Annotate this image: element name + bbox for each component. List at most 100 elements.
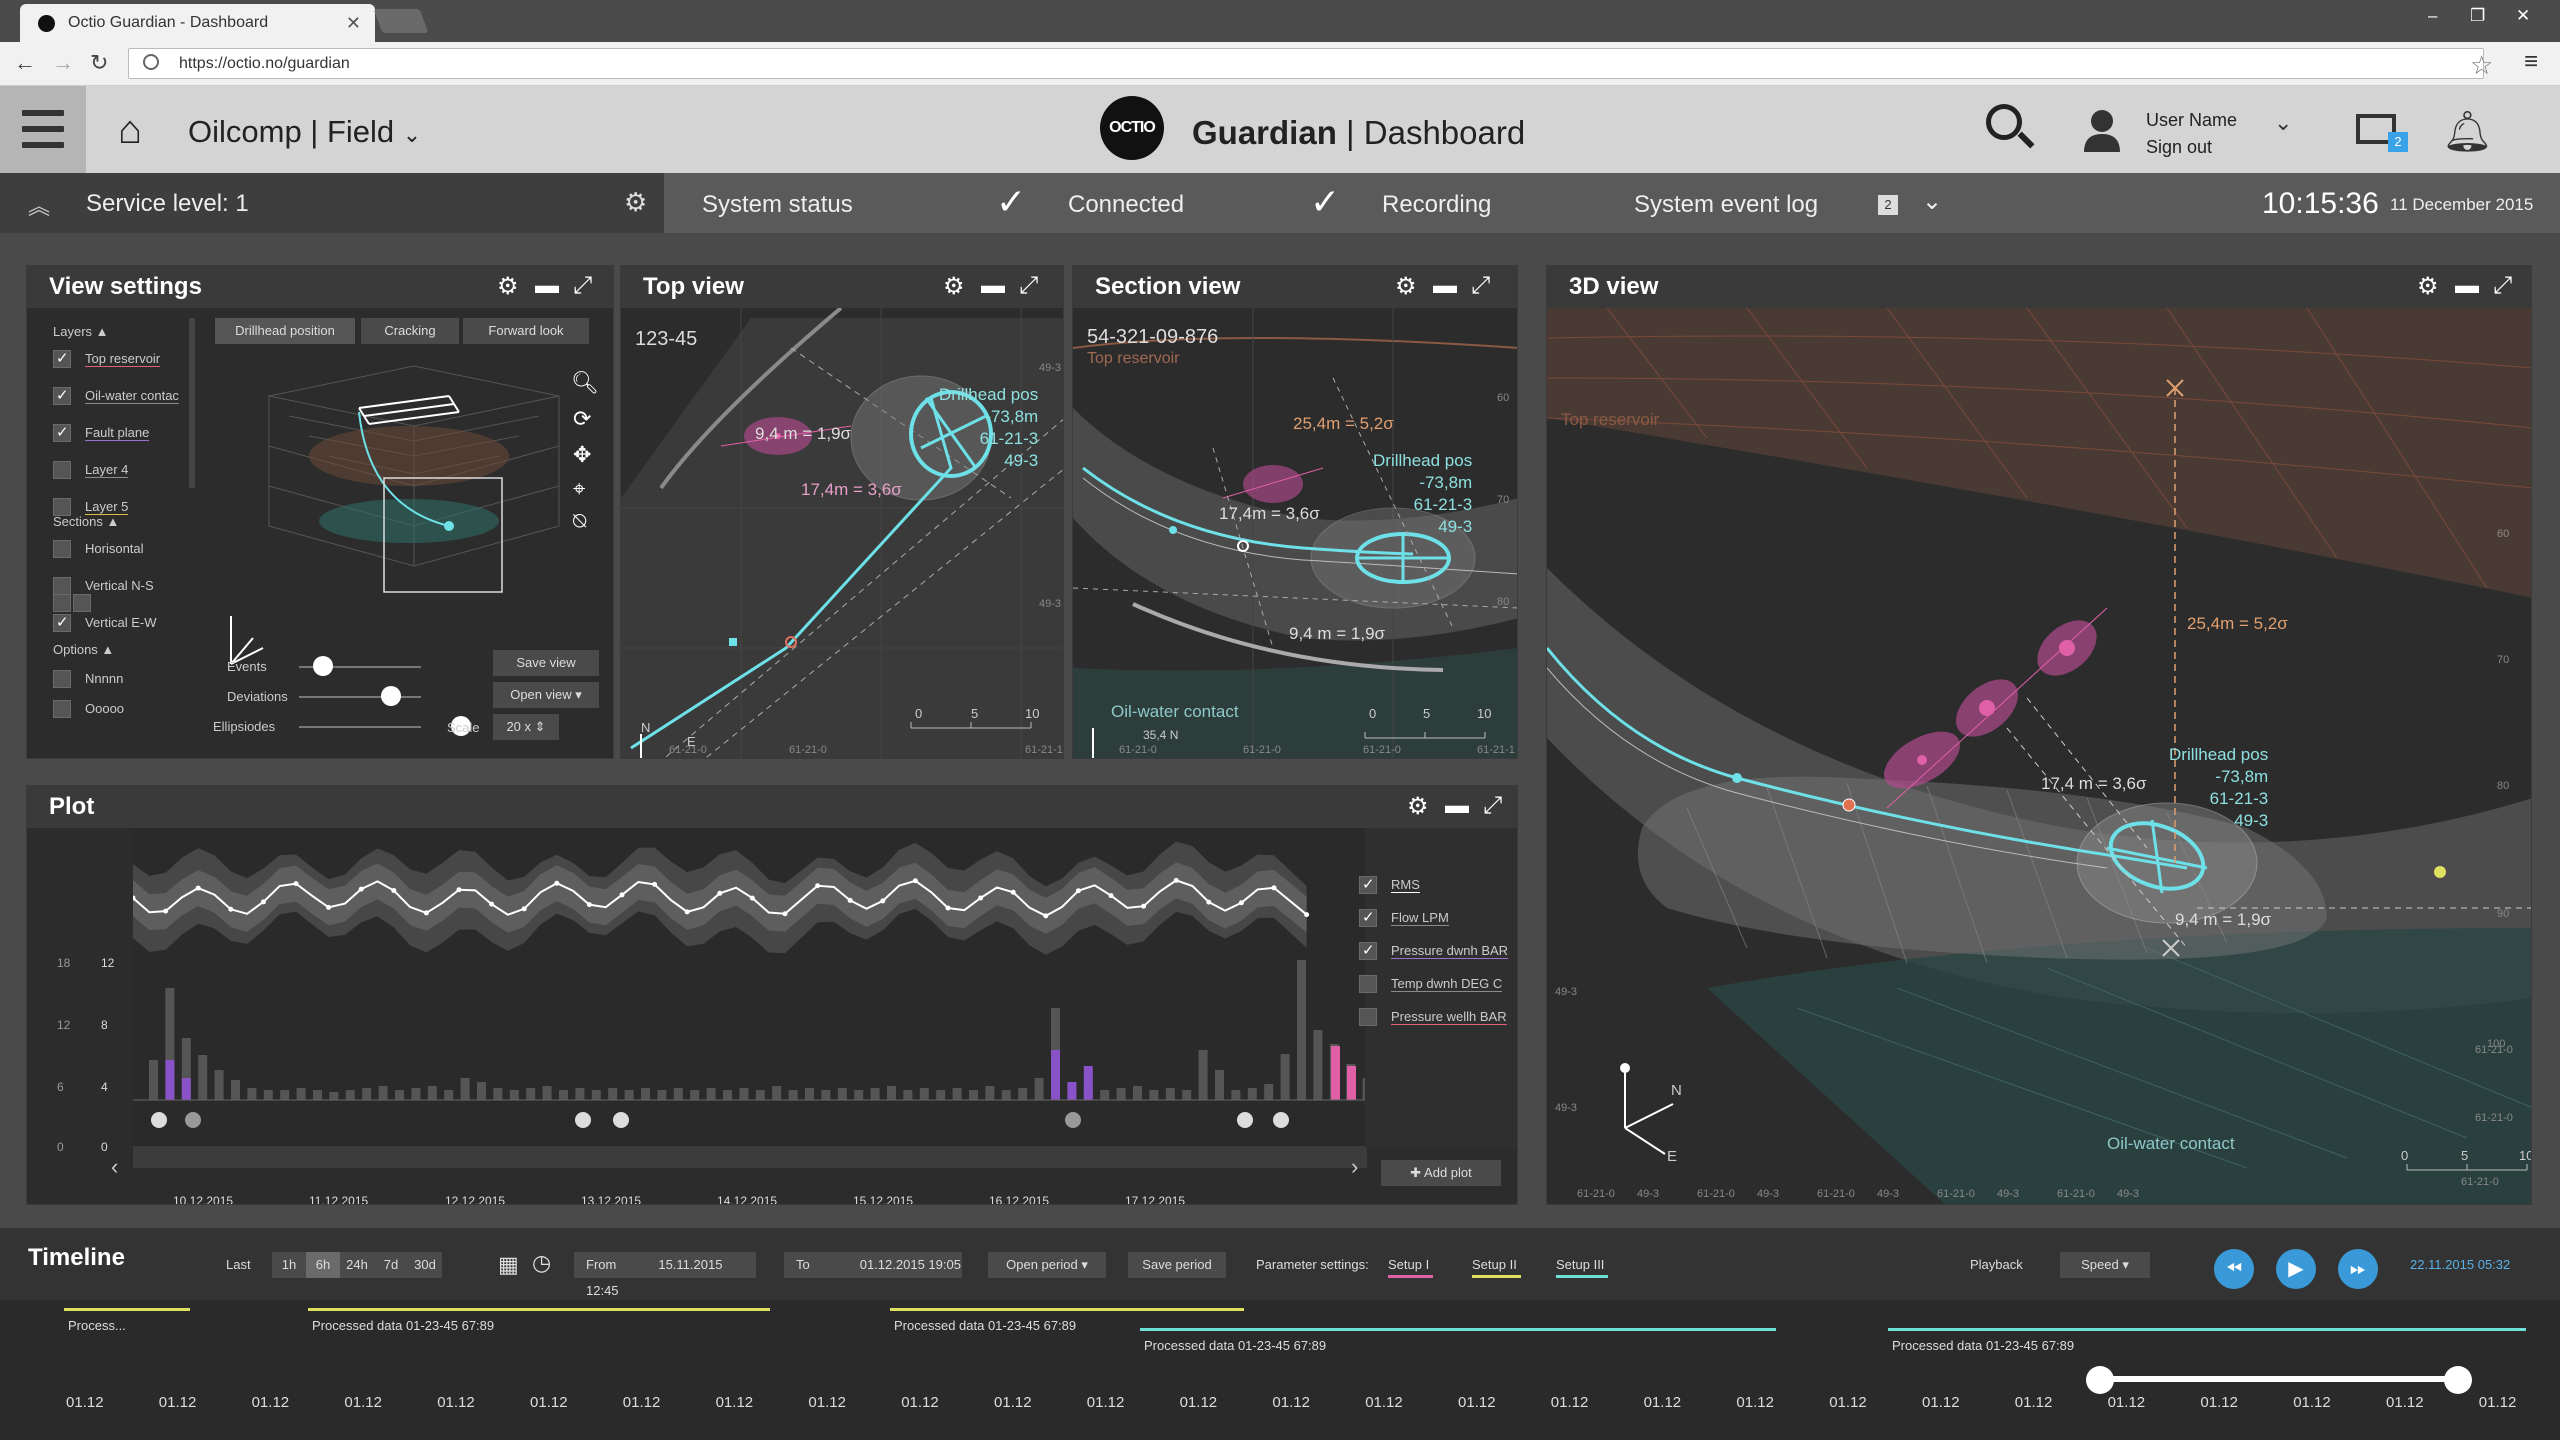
bookmark-star-icon[interactable]: ☆ [2470,50,2494,80]
minimize-icon[interactable]: ▬ [1445,792,1469,819]
view-tab-2[interactable]: Forward look [463,318,589,344]
add-plot-button[interactable]: ✚ Add plot [1381,1160,1501,1186]
layer-checkbox[interactable] [53,540,71,558]
from-field[interactable]: From 15.11.2015 12:45 [574,1252,756,1298]
slider-thumb[interactable] [313,656,333,676]
processing-track[interactable] [1140,1328,1776,1331]
user-icon[interactable] [2082,108,2122,152]
layer-checkbox[interactable] [53,349,71,368]
slider-track[interactable] [299,696,421,698]
expand-icon[interactable]: ⤢ [1019,272,1039,299]
close-tab-icon[interactable]: ✕ [345,13,361,33]
legend-checkbox[interactable] [1359,908,1377,927]
processing-track[interactable] [308,1308,770,1311]
measure-icon[interactable]: ⍉ [573,508,587,533]
legend-checkbox[interactable] [1359,1008,1377,1026]
bell-icon[interactable]: 🔔︎ [2442,110,2493,154]
playback-range-bar[interactable] [2100,1376,2460,1382]
setup-2[interactable]: Setup II [1472,1257,1521,1278]
layer-checkbox[interactable] [53,461,71,479]
range-7d[interactable]: 7d [374,1252,408,1278]
rotate-icon[interactable]: ⟳ [573,406,592,431]
search-icon[interactable] [1986,104,2022,140]
pan-icon[interactable]: ✥ [573,442,592,467]
processing-track[interactable] [64,1308,190,1311]
slider-track[interactable] [299,726,421,728]
grid-toggle-2[interactable] [73,594,91,612]
speed-select[interactable]: Speed ▾ [2060,1252,2150,1278]
range-1h[interactable]: 1h [272,1252,306,1278]
legend-checkbox[interactable] [1359,975,1377,993]
layers-scrollbar[interactable] [189,318,195,488]
layer-checkbox[interactable] [53,423,71,442]
gear-icon[interactable]: ⚙ [497,273,519,300]
chevron-down-icon[interactable]: ⌄ [1922,188,1943,215]
home-icon[interactable]: ⌂ [118,108,143,152]
minimize-icon[interactable]: ▬ [535,272,559,299]
open-view-button[interactable]: Open view ▾ [493,682,599,708]
mail-icon[interactable] [2356,114,2396,144]
gear-icon[interactable]: ⚙ [943,273,965,300]
minimize-window-icon[interactable]: – [2428,6,2438,25]
expand-icon[interactable]: ⤢ [573,272,593,299]
hamburger-menu-button[interactable] [0,86,86,173]
setup-1[interactable]: Setup I [1388,1257,1434,1278]
minimize-icon[interactable]: ▬ [2455,272,2479,299]
layer-checkbox[interactable] [53,670,71,688]
processing-track[interactable] [890,1308,1244,1311]
layer-checkbox[interactable] [53,700,71,718]
gear-icon[interactable]: ⚙ [1395,273,1417,300]
range-start-handle[interactable] [2086,1366,2114,1394]
minimize-icon[interactable]: ▬ [1433,272,1457,299]
plot-prev-icon[interactable]: ‹ [111,1154,119,1179]
url-field[interactable]: https://octio.no/guardian [128,48,2484,79]
save-view-button[interactable]: Save view [493,650,599,676]
plot-next-icon[interactable]: › [1351,1154,1359,1179]
slider-track[interactable] [299,666,421,668]
close-window-icon[interactable]: ✕ [2516,6,2531,25]
gear-icon[interactable]: ⚙ [2417,273,2439,300]
setup-3[interactable]: Setup III [1556,1257,1609,1278]
layer-checkbox[interactable] [53,577,71,595]
gear-icon[interactable]: ⚙ [624,187,648,217]
expand-icon[interactable]: ⤢ [1483,792,1503,819]
clock-icon[interactable]: ◷ [532,1250,552,1275]
layer-checkbox[interactable] [53,498,71,516]
org-selector[interactable]: Oilcomp | Field ⌄ [188,114,421,150]
grid-toggle[interactable] [53,594,71,612]
forward-icon[interactable]: → [52,50,74,75]
browser-menu-icon[interactable]: ≡ [2524,48,2539,75]
range-24h[interactable]: 24h [340,1252,374,1278]
sign-out-link[interactable]: Sign out [2146,137,2213,157]
play-button[interactable]: ▶ [2276,1249,2316,1289]
slider-thumb[interactable] [381,686,401,706]
processing-track[interactable] [1888,1328,2526,1331]
user-menu-chevron-icon[interactable]: ⌄ [2274,110,2293,135]
expand-icon[interactable]: ⤢ [1471,272,1491,299]
zoom-icon[interactable]: 🔍︎ [571,370,599,395]
layer-checkbox[interactable] [53,386,71,405]
expand-icon[interactable]: ⤢ [2493,272,2513,299]
range-30d[interactable]: 30d [408,1252,442,1278]
slider-thumb[interactable] [451,716,471,736]
open-period-button[interactable]: Open period ▾ [988,1252,1106,1278]
event-log-label[interactable]: System event log [1634,191,1819,218]
browser-tab[interactable]: Octio Guardian - Dashboard ✕ [20,4,375,42]
collapse-up-icon[interactable]: ︽ [28,194,51,219]
back-icon[interactable]: ← [14,50,36,75]
view-tab-0[interactable]: Drillhead position [215,318,355,344]
minimize-icon[interactable]: ▬ [981,272,1005,299]
gear-icon[interactable]: ⚙ [1407,793,1429,820]
reload-icon[interactable]: ↻ [90,50,109,75]
view-tab-1[interactable]: Cracking [361,318,459,344]
calendar-icon[interactable]: ▦ [498,1252,519,1277]
new-tab-button[interactable] [373,9,429,33]
legend-checkbox[interactable] [1359,941,1377,960]
layer-checkbox[interactable] [53,613,71,632]
range-end-handle[interactable] [2444,1366,2472,1394]
range-6h[interactable]: 6h [306,1252,340,1278]
legend-checkbox[interactable] [1359,875,1377,894]
select-icon[interactable]: ⌖ [573,476,586,501]
restore-window-icon[interactable]: ❐ [2470,6,2486,25]
save-period-button[interactable]: Save period [1128,1252,1226,1278]
